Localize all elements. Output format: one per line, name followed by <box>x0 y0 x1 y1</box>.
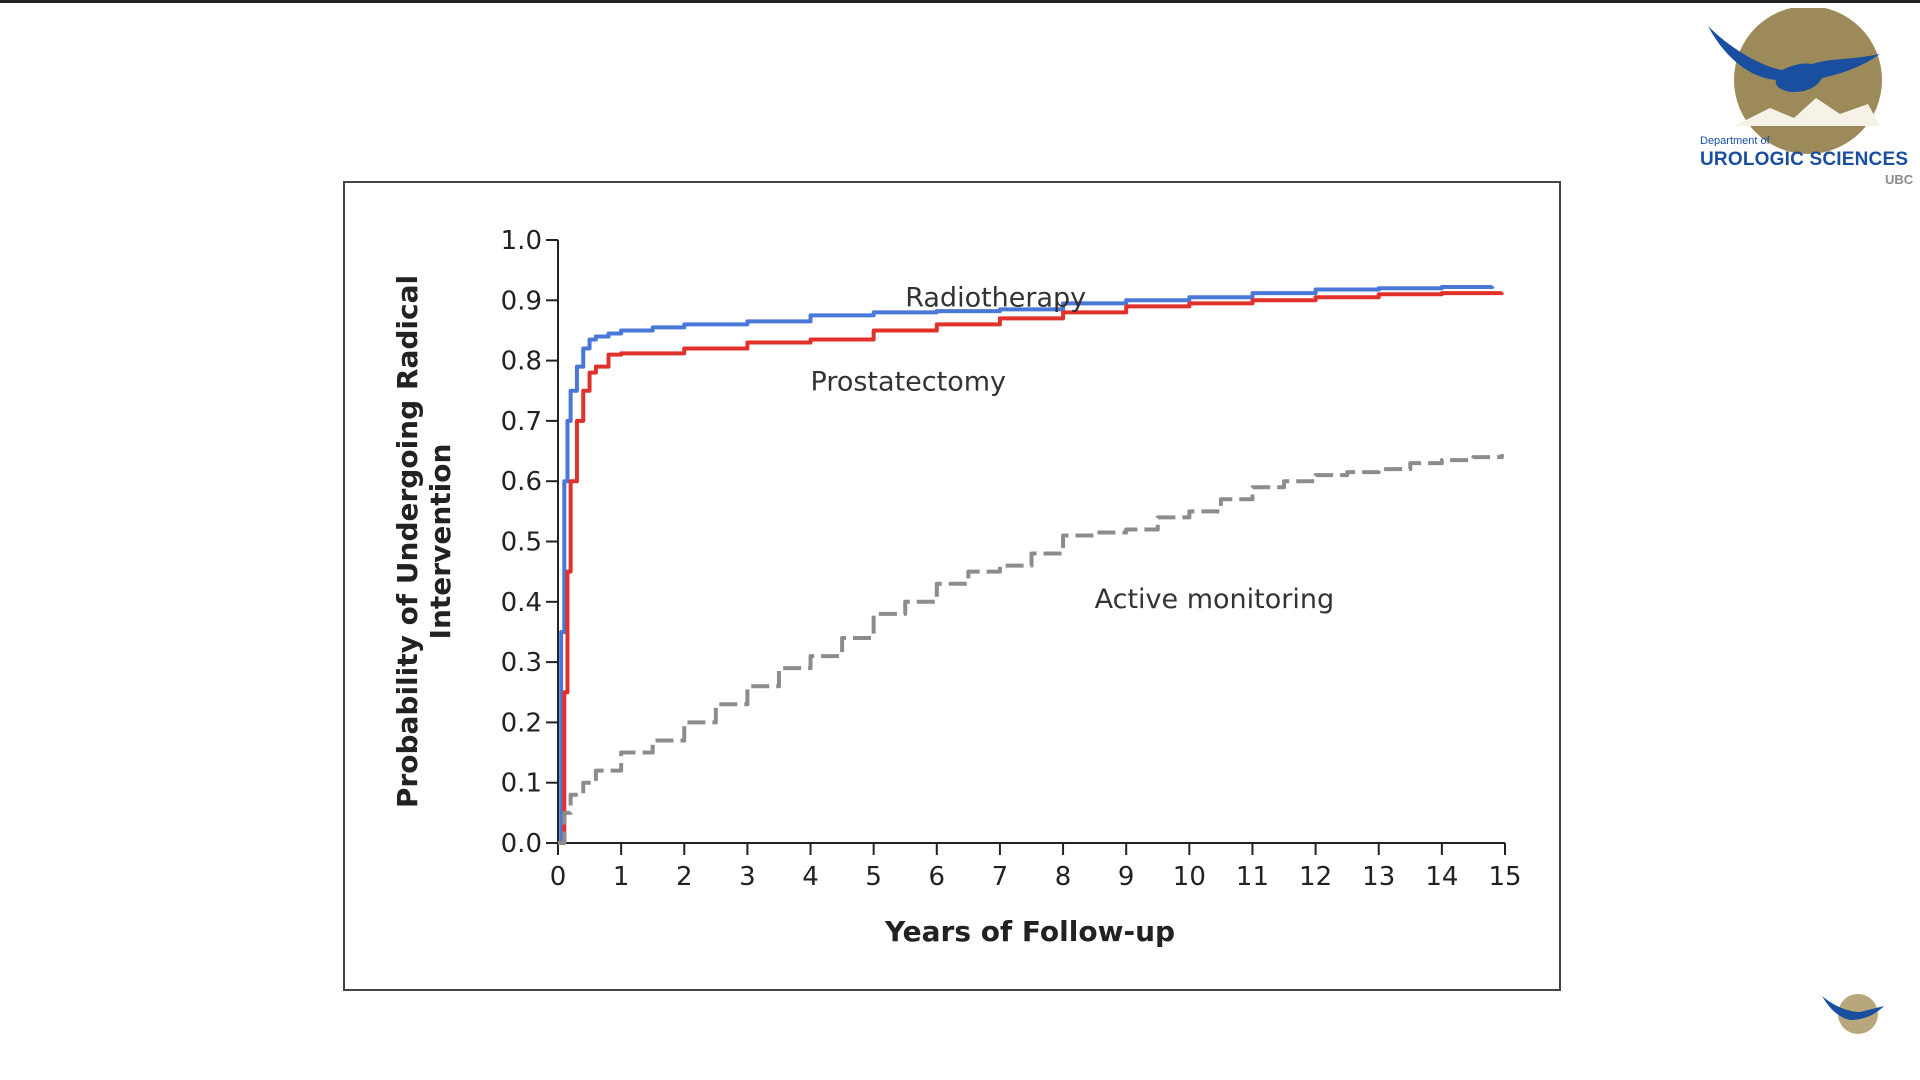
x-tick-label: 10 <box>1173 862 1206 892</box>
series-annotations: Radiotherapy Prostatectomy Active monitori… <box>811 282 1335 615</box>
y-tick-label: 0.3 <box>501 648 542 678</box>
slide-top-border <box>0 0 1920 3</box>
series-line-prostatectomy <box>558 291 1504 845</box>
logo-institution-text: UBC <box>1885 172 1914 187</box>
annotation-prostatectomy: Prostatectomy <box>811 367 1006 398</box>
y-tick-label: 0.2 <box>501 708 542 738</box>
x-tick-label: 3 <box>739 862 756 892</box>
y-tick-label: 1.0 <box>501 226 542 256</box>
x-tick-label: 6 <box>929 862 946 892</box>
x-tick-label: 14 <box>1425 862 1458 892</box>
corner-eagle-icon <box>1822 996 1884 1020</box>
x-axis-title: Years of Follow-up <box>884 915 1175 948</box>
y-tick-label: 0.5 <box>501 528 542 558</box>
series-lines <box>558 285 1504 845</box>
annotation-radiotherapy: Radiotherapy <box>905 282 1086 313</box>
y-axis-title-line2: Intervention <box>424 444 457 640</box>
y-tick-label: 0.9 <box>501 286 542 316</box>
chart-frame: 0.0 0.1 0.2 0.3 0.4 0.5 0.6 0.7 0.8 0.9 1.0 0 1 2 3 4 5 6… <box>343 181 1561 991</box>
x-tick-label: 1 <box>613 862 630 892</box>
x-tick-label: 11 <box>1236 862 1269 892</box>
x-tick-label: 15 <box>1488 862 1521 892</box>
y-tick-label: 0.8 <box>501 347 542 377</box>
logo-mountain-icon <box>1734 98 1880 126</box>
y-tick-label: 0.6 <box>501 467 542 497</box>
x-tick-label: 4 <box>802 862 819 892</box>
x-tick-label: 7 <box>992 862 1009 892</box>
series-line-active-monitoring <box>558 454 1504 845</box>
eagle-icon <box>1708 26 1880 92</box>
y-tick-label: 0.4 <box>501 588 542 618</box>
kaplan-meier-chart: 0.00.10.20.30.40.50.60.70.80.91.00 1 2 3 4 5 6… <box>391 226 1522 948</box>
y-tick-label: 0.1 <box>501 769 542 799</box>
annotation-active-monitoring: Active monitoring <box>1095 584 1335 615</box>
y-tick-label: 0.7 <box>501 407 542 437</box>
x-tick-label: 5 <box>865 862 882 892</box>
axes: 0.00.10.20.30.40.50.60.70.80.91.00 1 2 3 4 5 6… <box>501 226 1522 892</box>
x-tick-label: 9 <box>1118 862 1135 892</box>
x-tick-label: 12 <box>1299 862 1332 892</box>
x-tick-label: 13 <box>1362 862 1395 892</box>
x-tick-label: 2 <box>676 862 693 892</box>
corner-logo <box>1822 994 1884 1034</box>
series-line-radiotherapy <box>558 285 1495 845</box>
logo-name-text: UROLOGIC SCIENCES <box>1700 149 1909 170</box>
x-tick-label: 0 <box>550 862 567 892</box>
department-logo <box>1708 8 1882 154</box>
y-axis-title-line1: Probability of Undergoing Radical <box>391 275 424 808</box>
x-tick-label: 8 <box>1055 862 1072 892</box>
y-tick-label: 0.0 <box>501 829 542 859</box>
logo-department-text: Department of <box>1700 135 1770 147</box>
